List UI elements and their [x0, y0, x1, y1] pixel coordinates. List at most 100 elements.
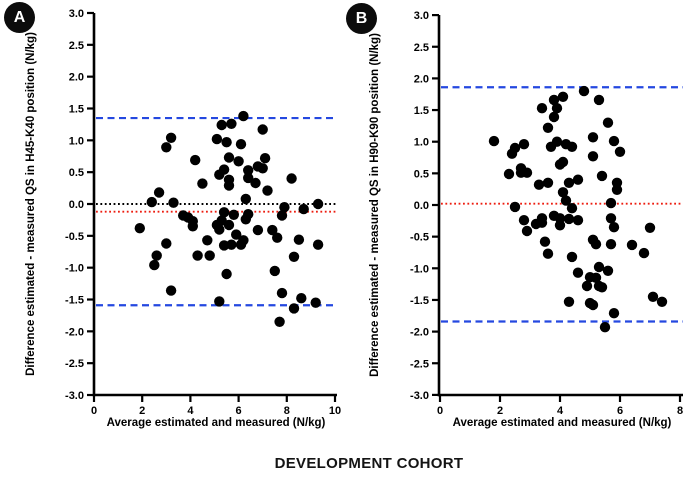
data-point — [214, 296, 225, 307]
x-tick-label: 8 — [284, 405, 290, 417]
data-point — [590, 272, 602, 283]
data-point — [656, 296, 668, 307]
data-point — [235, 239, 247, 250]
scatter-plot-panel-a: 3.0 2.5 2.0 1.5 1.0 0.5 0.0 -0.5 -1.0 -1.5 -2.0 -2.… — [65, 8, 341, 417]
data-point — [274, 316, 285, 327]
data-point — [605, 213, 617, 224]
data-point — [557, 91, 569, 103]
data-point — [197, 178, 208, 189]
y-tick-label: 2.0 — [414, 73, 429, 85]
figure-caption: DEVELOPMENT COHORT — [274, 455, 464, 472]
y-tick-label: 2.0 — [69, 72, 84, 84]
data-point — [608, 222, 620, 233]
data-point — [235, 139, 247, 150]
x-tick-label: 10 — [329, 405, 341, 417]
data-point — [548, 111, 560, 123]
panel-a-badge: A — [4, 2, 35, 33]
y-tick-label: 1.5 — [69, 103, 84, 115]
data-point — [262, 185, 273, 196]
x-tick-label: 8 — [677, 405, 683, 417]
data-point — [638, 247, 650, 259]
data-point — [545, 141, 557, 152]
data-point — [221, 137, 232, 148]
data-point — [257, 163, 268, 174]
y-tick-label: 0.0 — [69, 199, 84, 211]
data-point — [190, 154, 201, 166]
data-point — [223, 180, 235, 191]
data-point — [243, 172, 254, 184]
data-point — [614, 146, 626, 157]
data-point — [644, 222, 656, 233]
y-tick-label: 0.5 — [414, 168, 429, 180]
data-point — [488, 135, 500, 147]
data-point — [257, 124, 268, 135]
data-point — [240, 214, 251, 225]
data-point — [231, 229, 242, 240]
data-point — [578, 85, 590, 97]
y-tick-label: 1.5 — [414, 105, 429, 117]
scatter-plot-panel-b: 3.0 2.5 2.0 1.5 1.0 0.5 0.0 -0.5 -1.0 -1.5 -2.0 -2.… — [410, 10, 683, 417]
data-point — [240, 193, 251, 205]
data-point — [572, 215, 584, 226]
data-point — [211, 133, 223, 145]
data-point — [296, 293, 307, 304]
data-point — [187, 221, 198, 232]
data-point — [221, 268, 232, 280]
data-point — [272, 232, 283, 243]
x-tick-label: 0 — [437, 405, 443, 417]
data-point — [298, 203, 309, 215]
y-tick-label: 1.0 — [414, 137, 429, 149]
data-point — [286, 173, 297, 184]
data-point — [581, 280, 593, 292]
x-tick-label: 4 — [557, 405, 564, 417]
data-point — [572, 174, 584, 185]
data-point — [542, 122, 554, 133]
data-point — [647, 291, 659, 302]
data-point — [530, 218, 542, 230]
data-point — [557, 187, 569, 198]
y-tick-label: -2.0 — [410, 327, 429, 339]
data-point — [216, 119, 227, 131]
data-point — [161, 142, 172, 153]
data-point — [593, 94, 605, 106]
y-tick-label: -1.5 — [65, 295, 84, 307]
y-tick-label: -3.0 — [65, 390, 84, 402]
y-tick-label: -1.5 — [410, 295, 429, 307]
y-tick-label: -3.0 — [410, 390, 429, 402]
y-tick-label: -0.5 — [410, 232, 429, 244]
data-point — [226, 118, 237, 129]
data-point — [168, 197, 179, 208]
data-point — [202, 235, 213, 246]
y-tick-label: -2.0 — [65, 326, 84, 338]
data-point — [165, 285, 177, 296]
data-point — [554, 159, 566, 170]
data-point — [223, 152, 235, 163]
data-point — [250, 177, 261, 189]
x-tick-label: 2 — [139, 405, 145, 417]
data-point — [226, 239, 237, 250]
data-point — [267, 224, 278, 236]
data-point — [563, 177, 575, 188]
data-point — [192, 250, 203, 261]
data-point — [521, 167, 533, 178]
data-point — [509, 201, 521, 213]
x-axis-title-panel-b: Average estimated and measured (N/kg) — [452, 417, 672, 429]
data-point — [146, 196, 157, 208]
data-point — [276, 287, 288, 299]
data-point — [626, 239, 638, 251]
data-point — [533, 179, 545, 190]
data-point — [587, 132, 599, 143]
data-point — [288, 303, 300, 314]
data-point — [605, 197, 617, 209]
data-point — [593, 261, 605, 273]
y-tick-label: 0.0 — [414, 200, 429, 212]
y-tick-label: -2.5 — [410, 358, 429, 370]
data-point — [310, 297, 321, 308]
data-point — [269, 265, 280, 277]
data-point — [590, 239, 602, 250]
data-point — [572, 267, 584, 278]
y-tick-label: 1.0 — [69, 135, 84, 147]
y-tick-label: -1.0 — [410, 263, 429, 275]
data-point — [536, 103, 548, 114]
